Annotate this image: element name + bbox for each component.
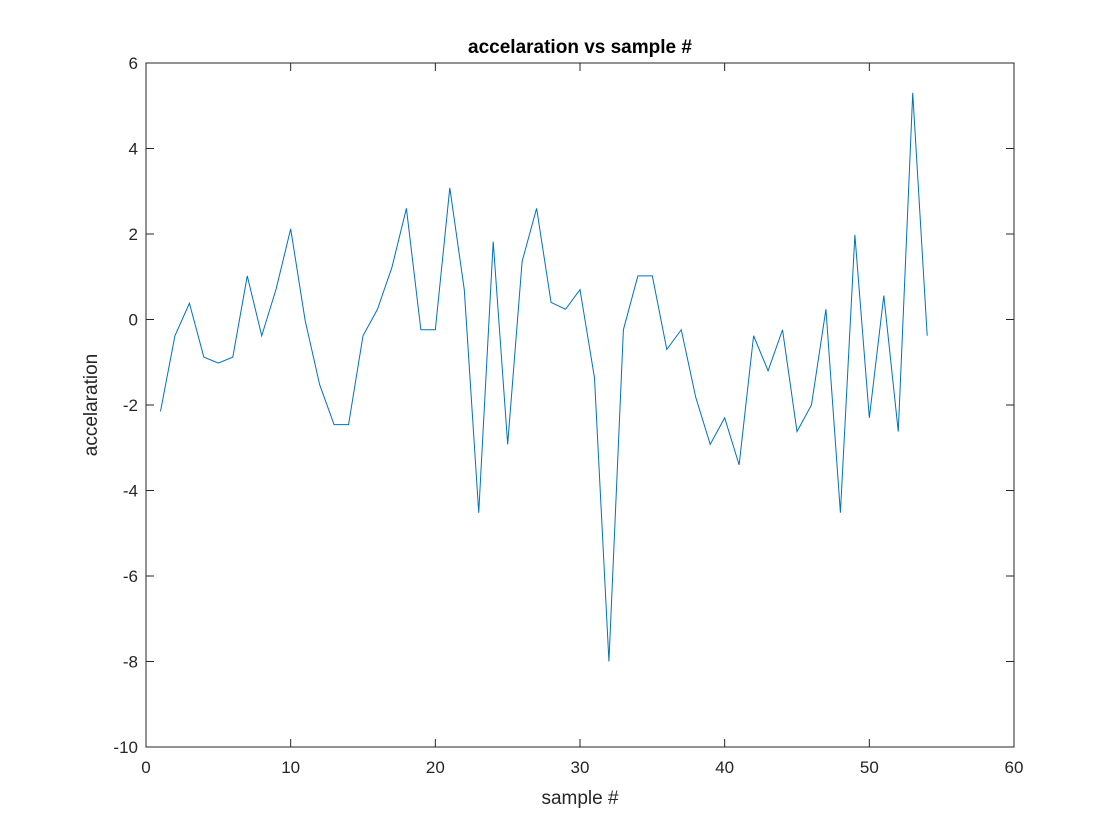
x-tick-label: 40: [715, 758, 734, 777]
x-tick-label: 10: [281, 758, 300, 777]
y-tick-label: 2: [129, 225, 138, 244]
x-tick-label: 20: [426, 758, 445, 777]
x-tick-label: 0: [141, 758, 150, 777]
y-tick-label: -2: [123, 396, 138, 415]
x-tick-label: 60: [1005, 758, 1024, 777]
tick-labels: 0 10 20 30 40 50 60 -10 -8 -6 -4 -2 0 2 4 6: [113, 54, 1023, 777]
y-tick-label: -4: [123, 482, 138, 501]
plot-area: [146, 63, 1014, 747]
y-tick-label: -8: [123, 653, 138, 672]
chart-title: accelaration vs sample #: [468, 37, 692, 58]
y-axis-title: accelaration: [81, 354, 102, 456]
y-tick-label: -6: [123, 567, 138, 586]
series-layer: [159, 92, 928, 662]
x-axis-title: sample #: [541, 788, 619, 809]
series-line: [159, 92, 928, 662]
y-tick-label: 4: [129, 140, 138, 159]
y-tick-label: -10: [113, 738, 138, 757]
x-tick-label: 50: [860, 758, 879, 777]
y-tick-label: 0: [129, 311, 138, 330]
x-tick-label: 30: [571, 758, 590, 777]
y-tick-label: 6: [129, 54, 138, 73]
axes-box: [145, 62, 1015, 748]
